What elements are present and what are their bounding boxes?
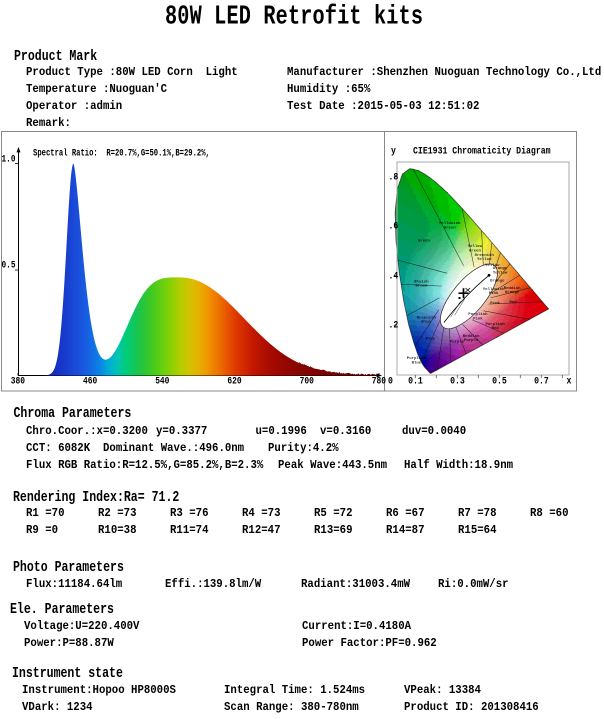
svg-text:Yellow: Yellow: [477, 257, 492, 262]
svg-text:Reddish: Reddish: [463, 334, 480, 339]
svg-text:Orange: Orange: [490, 278, 505, 283]
svg-text:Blue: Blue: [421, 320, 431, 325]
svg-text:Greenish: Greenish: [417, 315, 437, 320]
svg-text:Purple: Purple: [450, 339, 465, 344]
svg-text:Blue: Blue: [425, 336, 435, 341]
svg-text:Yellowish: Yellowish: [483, 287, 505, 292]
svg-text:Purplish: Purplish: [468, 312, 488, 317]
svg-text:Yellow: Yellow: [485, 263, 500, 268]
svg-text:Orange: Orange: [493, 266, 508, 271]
svg-text:Blue: Blue: [412, 360, 422, 365]
svg-text:Greenish: Greenish: [475, 253, 495, 258]
svg-text:Pink: Pink: [489, 291, 499, 296]
svg-text:Purplish: Purplish: [407, 356, 427, 361]
svg-text:Yellow: Yellow: [468, 244, 483, 249]
svg-text:Pink: Pink: [473, 316, 483, 321]
svg-text:Reddish: Reddish: [504, 286, 521, 291]
svg-text:Red: Red: [509, 300, 517, 305]
svg-text:Green: Green: [418, 238, 431, 243]
svg-text:Pink: Pink: [490, 301, 500, 306]
svg-text:Purplish: Purplish: [485, 322, 505, 327]
svg-text:Green: Green: [444, 225, 457, 230]
svg-text:Green: Green: [469, 248, 482, 253]
svg-text:Green: Green: [415, 284, 428, 289]
svg-text:Red: Red: [491, 326, 499, 331]
svg-text:Purple: Purple: [464, 338, 479, 343]
svg-text:Orange: Orange: [505, 290, 520, 295]
svg-text:Yellowish: Yellowish: [439, 221, 461, 226]
svg-text:Yellow: Yellow: [493, 270, 508, 275]
svg-text:Bluish: Bluish: [414, 280, 429, 285]
